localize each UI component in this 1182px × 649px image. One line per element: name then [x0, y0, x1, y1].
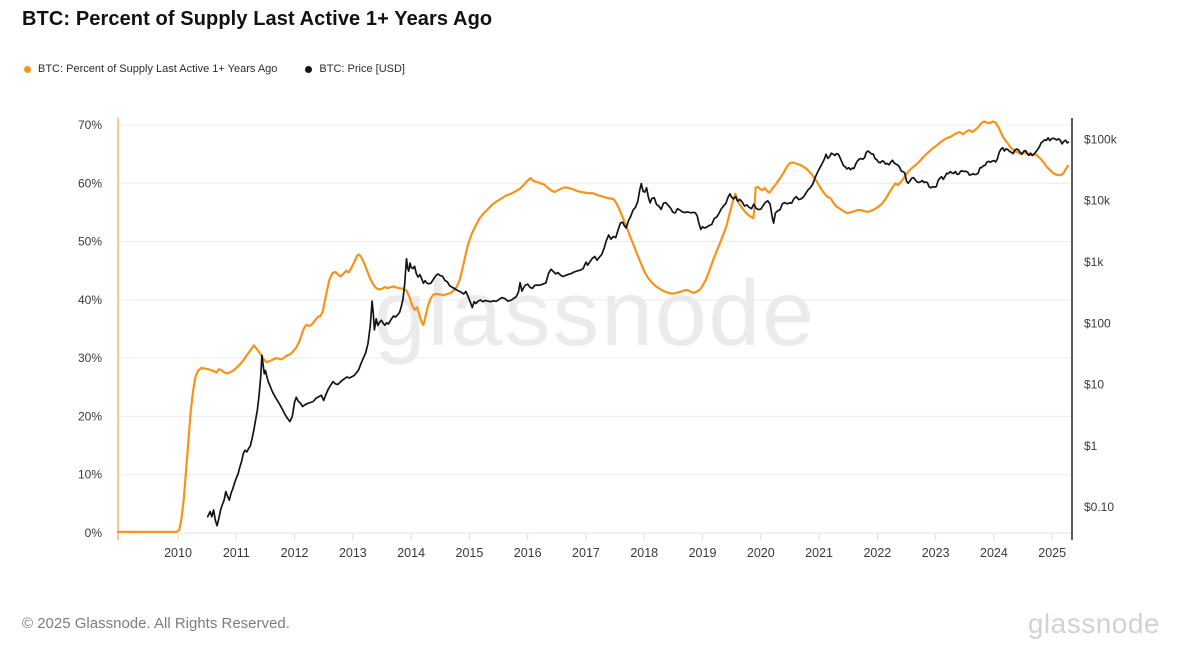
y-left-tick-label: 0% [85, 526, 103, 540]
y-right-tick-label: $100 [1084, 316, 1111, 330]
y-left-tick-label: 30% [78, 351, 102, 365]
x-tick-label: 2024 [980, 546, 1008, 560]
x-tick-label: 2018 [630, 546, 658, 560]
x-tick-label: 2012 [281, 546, 309, 560]
supply-series-dot-icon [24, 65, 31, 73]
y-right-tick-label: $0.10 [1084, 500, 1114, 514]
y-left-tick-label: 50% [78, 235, 102, 249]
price-series-dot-icon [305, 65, 313, 73]
y-left-tick-label: 10% [78, 468, 102, 482]
y-left-tick-label: 60% [78, 176, 102, 190]
x-tick-label: 2016 [514, 546, 542, 560]
footer-copyright: © 2025 Glassnode. All Rights Reserved. [22, 615, 290, 632]
x-tick-label: 2015 [456, 546, 484, 560]
glassnode-logo[interactable]: glassnode [1027, 608, 1160, 639]
y-right-tick-label: $100k [1084, 132, 1118, 146]
x-tick-label: 2025 [1038, 546, 1066, 560]
x-tick-label: 2023 [922, 546, 950, 560]
watermark-text: glassnode [374, 261, 816, 365]
x-tick-label: 2010 [164, 546, 192, 560]
legend-item-supply[interactable]: BTC: Percent of Supply Last Active 1+ Ye… [24, 63, 277, 75]
y-left-tick-label: 70% [78, 118, 102, 132]
y-left-tick-label: 20% [78, 409, 102, 423]
x-tick-label: 2014 [397, 546, 425, 560]
legend-item-price-label: BTC: Price [USD] [319, 63, 405, 75]
legend-item-supply-label: BTC: Percent of Supply Last Active 1+ Ye… [38, 63, 278, 75]
supply-line[interactable] [116, 120, 1070, 533]
y-left-tick-label: 40% [78, 293, 102, 307]
y-right-tick-label: $10 [1084, 378, 1104, 392]
x-tick-label: 2022 [863, 546, 891, 560]
x-tick-label: 2011 [223, 546, 250, 560]
x-tick-label: 2021 [805, 546, 833, 560]
y-right-tick-label: $1 [1084, 439, 1098, 453]
price-line[interactable] [206, 136, 1070, 527]
chart-legend: BTC: Percent of Supply Last Active 1+ Ye… [24, 63, 405, 75]
x-tick-label: 2020 [747, 546, 775, 560]
x-tick-label: 2013 [339, 546, 367, 560]
x-tick-label: 2019 [689, 546, 717, 560]
legend-item-price[interactable]: BTC: Price [USD] [305, 63, 405, 75]
page-title: BTC: Percent of Supply Last Active 1+ Ye… [22, 8, 493, 30]
y-right-tick-label: $1k [1084, 255, 1104, 269]
x-tick-label: 2017 [572, 546, 600, 560]
y-right-tick-label: $10k [1084, 194, 1111, 208]
